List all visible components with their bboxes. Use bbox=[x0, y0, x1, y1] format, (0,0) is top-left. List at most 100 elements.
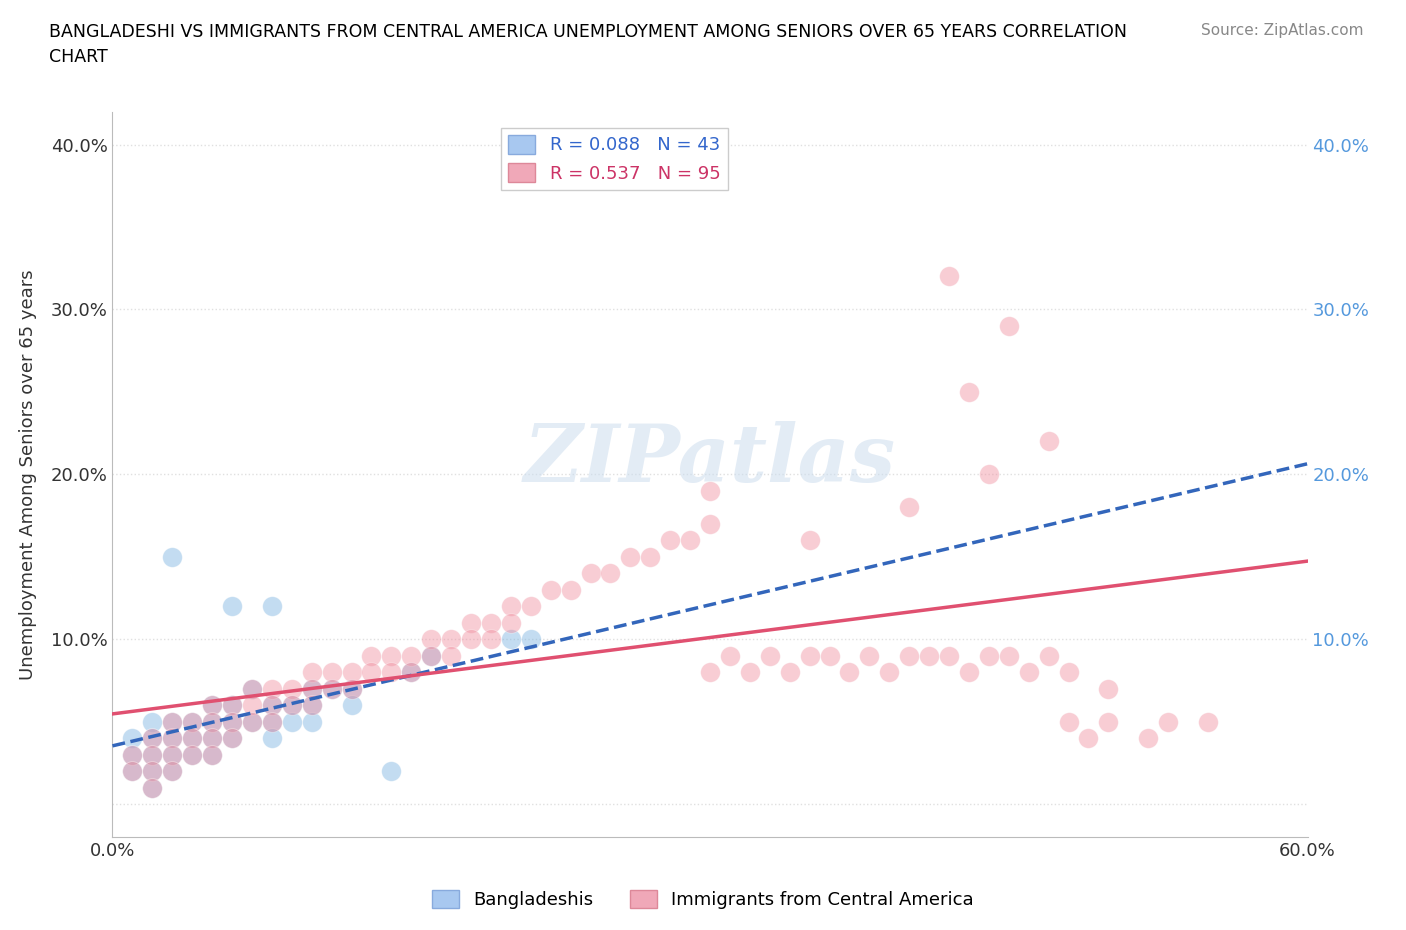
Point bbox=[221, 599, 243, 614]
Point bbox=[1097, 714, 1119, 729]
Point bbox=[321, 681, 343, 696]
Point bbox=[162, 714, 183, 729]
Point bbox=[938, 269, 960, 284]
Point bbox=[818, 648, 841, 663]
Point bbox=[1157, 714, 1180, 729]
Point bbox=[201, 747, 224, 762]
Point bbox=[540, 582, 562, 597]
Point bbox=[162, 764, 183, 778]
Point bbox=[879, 665, 901, 680]
Point bbox=[340, 698, 363, 712]
Point bbox=[1097, 681, 1119, 696]
Point bbox=[260, 714, 283, 729]
Point bbox=[440, 631, 463, 646]
Point bbox=[520, 631, 543, 646]
Point bbox=[401, 665, 423, 680]
Point bbox=[240, 714, 263, 729]
Point bbox=[640, 550, 662, 565]
Point bbox=[162, 747, 183, 762]
Point bbox=[499, 616, 522, 631]
Point bbox=[579, 565, 602, 580]
Text: ZIPatlas: ZIPatlas bbox=[524, 421, 896, 498]
Point bbox=[838, 665, 860, 680]
Point bbox=[141, 714, 163, 729]
Point bbox=[1057, 714, 1080, 729]
Point bbox=[260, 599, 283, 614]
Point bbox=[141, 764, 163, 778]
Point bbox=[301, 665, 323, 680]
Point bbox=[141, 780, 163, 795]
Point bbox=[281, 698, 304, 712]
Point bbox=[201, 698, 224, 712]
Point bbox=[918, 648, 941, 663]
Point bbox=[221, 731, 243, 746]
Point bbox=[380, 665, 402, 680]
Point bbox=[260, 681, 283, 696]
Point bbox=[141, 747, 163, 762]
Point bbox=[162, 714, 183, 729]
Point bbox=[181, 747, 204, 762]
Point bbox=[619, 550, 641, 565]
Point bbox=[479, 631, 502, 646]
Point bbox=[162, 550, 183, 565]
Point bbox=[718, 648, 741, 663]
Point bbox=[181, 747, 204, 762]
Point bbox=[1057, 665, 1080, 680]
Point bbox=[779, 665, 801, 680]
Point bbox=[340, 681, 363, 696]
Point bbox=[121, 731, 143, 746]
Point bbox=[240, 681, 263, 696]
Point bbox=[380, 648, 402, 663]
Point bbox=[121, 764, 143, 778]
Point bbox=[162, 731, 183, 746]
Point bbox=[460, 616, 482, 631]
Point bbox=[998, 648, 1021, 663]
Point bbox=[221, 714, 243, 729]
Point bbox=[301, 698, 323, 712]
Point bbox=[998, 318, 1021, 333]
Point bbox=[240, 714, 263, 729]
Point bbox=[1137, 731, 1160, 746]
Point bbox=[420, 648, 443, 663]
Point bbox=[340, 665, 363, 680]
Point bbox=[141, 731, 163, 746]
Point bbox=[221, 731, 243, 746]
Point bbox=[977, 467, 1000, 482]
Point bbox=[699, 516, 721, 531]
Point bbox=[420, 648, 443, 663]
Point bbox=[360, 665, 382, 680]
Point bbox=[898, 499, 921, 514]
Point bbox=[401, 648, 423, 663]
Point bbox=[221, 714, 243, 729]
Point bbox=[898, 648, 921, 663]
Legend: Bangladeshis, Immigrants from Central America: Bangladeshis, Immigrants from Central Am… bbox=[425, 883, 981, 916]
Point bbox=[699, 665, 721, 680]
Point bbox=[738, 665, 761, 680]
Point bbox=[141, 747, 163, 762]
Point bbox=[221, 698, 243, 712]
Point bbox=[679, 533, 702, 548]
Point bbox=[201, 731, 224, 746]
Point bbox=[499, 599, 522, 614]
Point bbox=[938, 648, 960, 663]
Point bbox=[162, 764, 183, 778]
Text: Source: ZipAtlas.com: Source: ZipAtlas.com bbox=[1201, 23, 1364, 38]
Point bbox=[977, 648, 1000, 663]
Point bbox=[281, 681, 304, 696]
Point bbox=[1018, 665, 1040, 680]
Point bbox=[799, 648, 821, 663]
Point bbox=[858, 648, 880, 663]
Point bbox=[240, 698, 263, 712]
Point bbox=[599, 565, 621, 580]
Point bbox=[260, 731, 283, 746]
Point bbox=[380, 764, 402, 778]
Point bbox=[420, 631, 443, 646]
Point bbox=[181, 731, 204, 746]
Text: BANGLADESHI VS IMMIGRANTS FROM CENTRAL AMERICA UNEMPLOYMENT AMONG SENIORS OVER 6: BANGLADESHI VS IMMIGRANTS FROM CENTRAL A… bbox=[49, 23, 1128, 66]
Point bbox=[301, 681, 323, 696]
Point bbox=[260, 698, 283, 712]
Point bbox=[240, 681, 263, 696]
Point bbox=[260, 698, 283, 712]
Point bbox=[401, 665, 423, 680]
Point bbox=[141, 780, 163, 795]
